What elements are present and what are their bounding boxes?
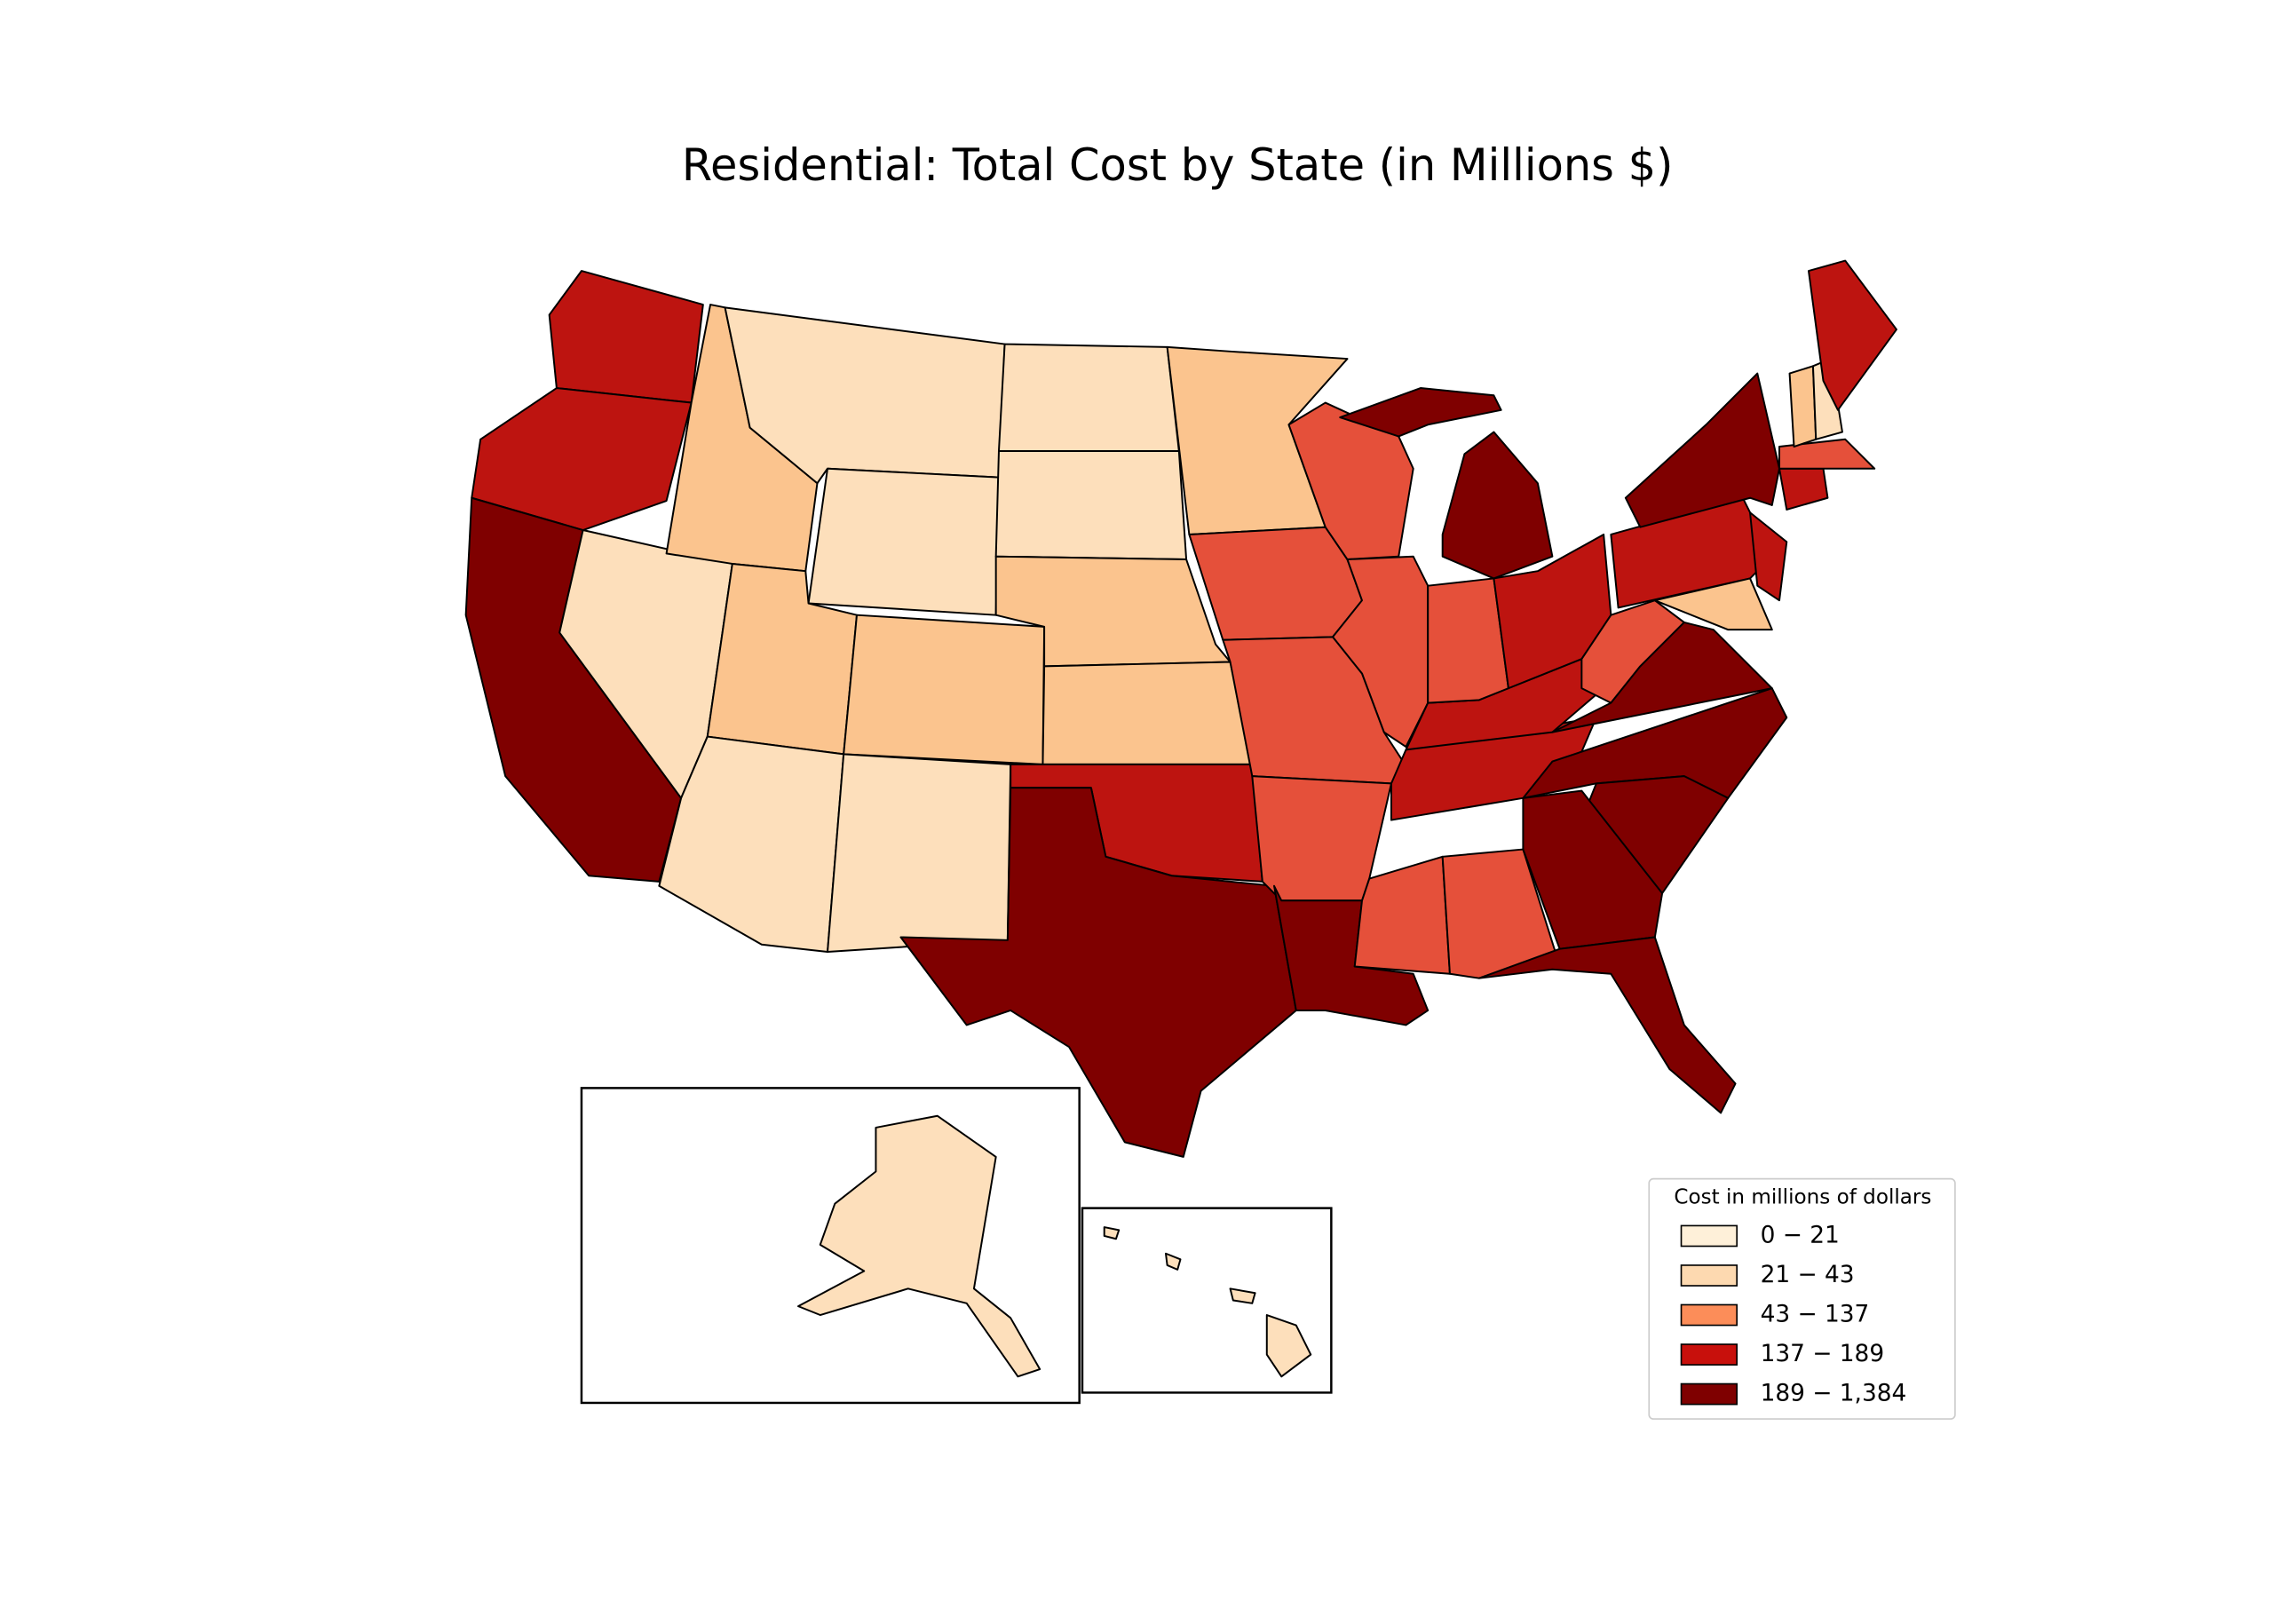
state [1749,511,1788,602]
legend: Cost in millions of dollars 0 − 21 21 − 4… [1648,1177,1956,1420]
legend-label: 137 − 189 [1761,1341,1885,1367]
states [464,259,1897,1158]
state [807,467,1000,616]
state [1477,936,1737,1114]
legend-swatch [1680,1382,1738,1406]
state [899,787,1297,1158]
hawaii-inset [1081,1207,1333,1394]
state [1339,387,1502,438]
state [997,343,1180,452]
state [1788,365,1818,448]
legend-swatch [1680,1224,1738,1248]
legend-label: 43 − 137 [1761,1302,1870,1328]
state [1265,1314,1312,1378]
state [797,1114,1041,1378]
state [1332,555,1430,749]
alaska-inset [580,1087,1081,1405]
map-title: Residential: Total Cost by State (in Mil… [682,139,1674,191]
state [1427,577,1509,704]
state [1808,259,1897,411]
state [1287,401,1414,560]
state [827,753,1012,953]
state [1778,467,1829,511]
state [1624,372,1781,528]
state [1353,855,1451,975]
state [548,270,704,404]
state [1103,1226,1121,1240]
state [843,614,1046,765]
state [1229,1287,1256,1304]
state [1041,661,1254,765]
state [994,449,1188,560]
legend-swatch [1680,1343,1738,1366]
state [1164,1252,1182,1271]
state [1778,438,1876,470]
legend-label: 189 − 1,384 [1761,1381,1907,1407]
legend-swatch [1680,1303,1738,1327]
state [1653,577,1773,631]
legend-label: 0 − 21 [1761,1222,1840,1248]
legend-label: 21 − 43 [1761,1262,1855,1288]
legend-swatch [1680,1264,1738,1287]
state [1441,431,1554,580]
legend-title: Cost in millions of dollars [1674,1186,1931,1209]
